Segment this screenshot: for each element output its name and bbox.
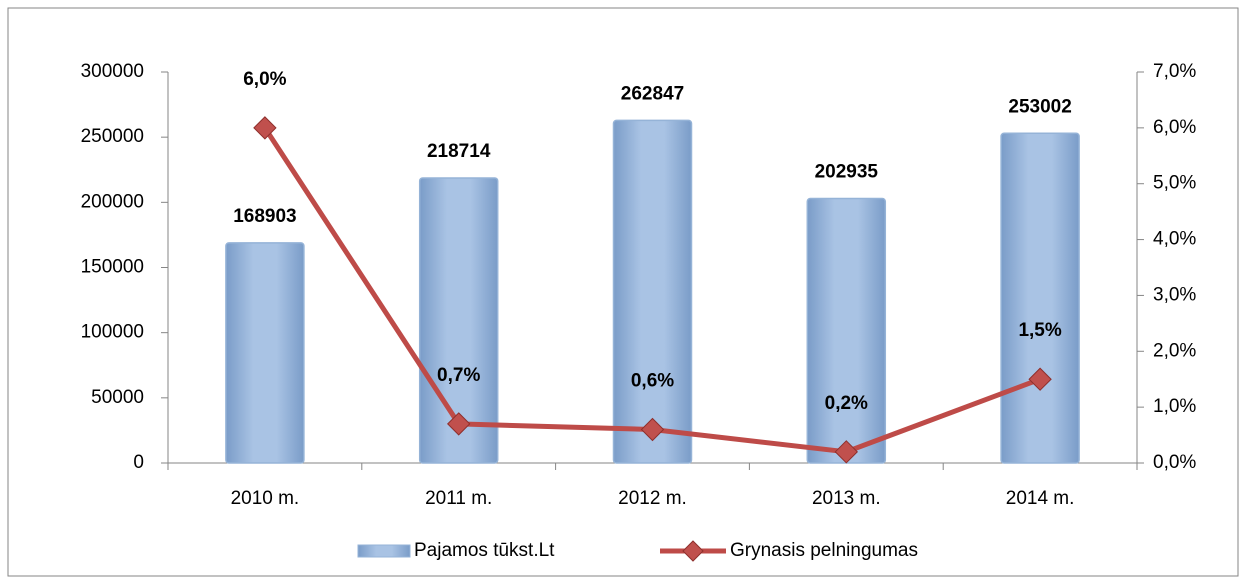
bar [806, 197, 887, 464]
bar-value-label: 168903 [233, 206, 296, 227]
y-tick-label: 200000 [81, 191, 144, 212]
line-marker [834, 440, 859, 464]
y2-tick-label: 2,0% [1153, 340, 1196, 361]
y-tick-label: 150000 [81, 257, 144, 278]
y-tick-label: 50000 [91, 387, 144, 408]
line-value-label: 0,6% [631, 371, 674, 392]
line-marker [640, 417, 665, 442]
bar-value-label: 253002 [1008, 96, 1071, 117]
bar [225, 242, 305, 464]
bar-value-label: 218714 [427, 141, 491, 162]
line-value-label: 0,7% [437, 365, 480, 386]
x-tick-label: 2014 m. [1006, 488, 1075, 509]
y2-tick-label: 5,0% [1153, 173, 1196, 194]
line-marker [446, 412, 471, 436]
legend-swatch [357, 544, 411, 558]
y2-tick-label: 3,0% [1153, 284, 1196, 305]
y2-tick-label: 4,0% [1153, 229, 1196, 250]
y-tick-label: 250000 [81, 126, 144, 147]
y2-tick-label: 6,0% [1153, 117, 1196, 138]
line-value-label: 6,0% [243, 69, 286, 90]
x-tick-label: 2011 m. [425, 488, 492, 509]
legend-label: Grynasis pelningumas [730, 540, 918, 561]
bar-value-label: 262847 [621, 83, 684, 104]
legend-label: Pajamos tūkst.Lt [414, 540, 555, 561]
x-tick-label: 2010 m. [231, 488, 300, 509]
y2-tick-label: 7,0% [1153, 61, 1196, 82]
line-value-label: 0,2% [825, 393, 868, 414]
bar [612, 119, 693, 464]
y2-tick-label: 0,0% [1153, 452, 1196, 473]
line-marker [1028, 367, 1052, 391]
y2-tick-label: 1,0% [1153, 396, 1196, 417]
y-tick-label: 300000 [81, 61, 144, 82]
x-tick-label: 2012 m. [618, 488, 687, 509]
y-tick-label: 100000 [81, 322, 144, 343]
legend-swatch-marker [682, 540, 704, 562]
bar-value-label: 202935 [815, 162, 879, 183]
y-tick-label: 0 [133, 452, 144, 473]
line-marker [253, 116, 277, 140]
x-tick-label: 2013 m. [812, 488, 881, 509]
line-value-label: 1,5% [1018, 320, 1061, 341]
bar [1000, 132, 1080, 464]
